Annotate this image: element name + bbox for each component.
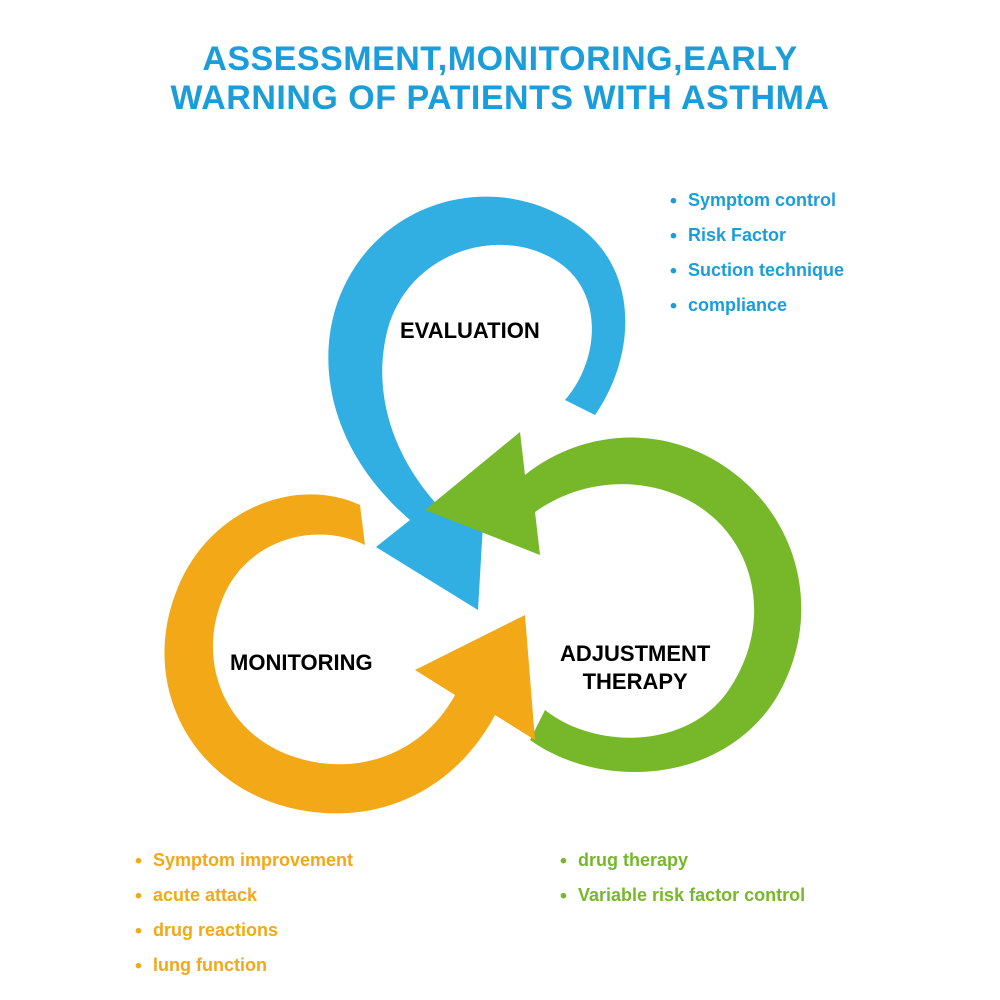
adjustment-label: ADJUSTMENT THERAPY	[560, 640, 710, 695]
adjustment-bullet-item: Variable risk factor control	[560, 885, 805, 906]
monitoring-bullet-item: lung function	[135, 955, 353, 976]
evaluation-bullets: Symptom control Risk Factor Suction techni…	[670, 190, 844, 330]
evaluation-label: EVALUATION	[400, 318, 540, 344]
adjustment-text-1: ADJUSTMENT	[560, 640, 710, 668]
evaluation-bullet-item: Symptom control	[670, 190, 844, 211]
evaluation-bullet-item: Suction technique	[670, 260, 844, 281]
adjustment-bullet-item: drug therapy	[560, 850, 805, 871]
monitoring-text: MONITORING	[230, 650, 373, 675]
monitoring-bullet-item: Symptom improvement	[135, 850, 353, 871]
evaluation-arrow	[328, 197, 625, 610]
monitoring-bullet-item: acute attack	[135, 885, 353, 906]
evaluation-text: EVALUATION	[400, 318, 540, 343]
monitoring-bullet-item: drug reactions	[135, 920, 353, 941]
monitoring-bullets: Symptom improvement acute attack drug reac…	[135, 850, 353, 990]
adjustment-bullets: drug therapy Variable risk factor control	[560, 850, 805, 920]
monitoring-label: MONITORING	[230, 650, 373, 676]
adjustment-text-2: THERAPY	[560, 668, 710, 696]
evaluation-bullet-item: Risk Factor	[670, 225, 844, 246]
evaluation-bullet-item: compliance	[670, 295, 844, 316]
